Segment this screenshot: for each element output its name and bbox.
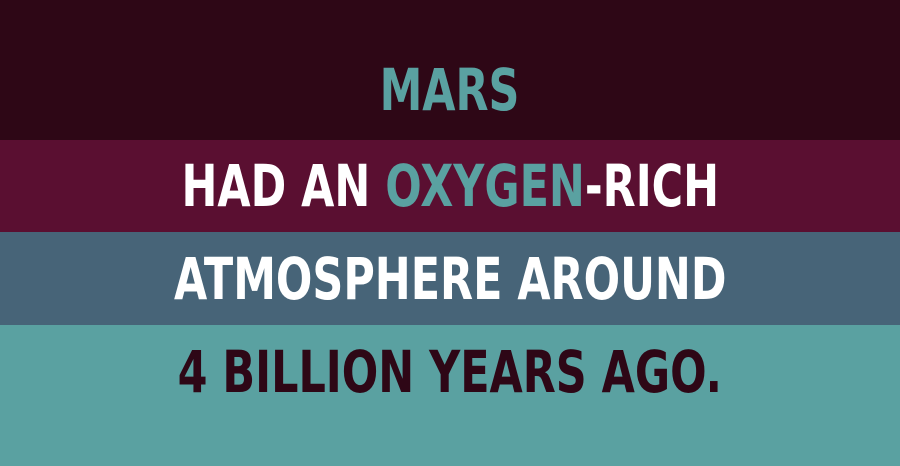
band-second: HAD AN OXYGEN-RICH [0, 140, 900, 232]
band-third: ATMOSPHERE AROUND [0, 232, 900, 325]
band-top: MARS [0, 0, 900, 140]
headline-line-2: HAD AN OXYGEN-RICH [181, 157, 719, 215]
headline-line-4: 4 BILLION YEARS AGO. [177, 337, 723, 406]
band-bottom: 4 BILLION YEARS AGO. [0, 325, 900, 466]
line-2-part-1: HAD AN [181, 152, 385, 220]
headline-line-3: ATMOSPHERE AROUND [173, 244, 727, 313]
headline-mars: MARS [380, 56, 520, 124]
line-2-highlight-oxygen: OXYGEN [384, 152, 585, 220]
line-2-part-2: -RICH [584, 152, 719, 220]
